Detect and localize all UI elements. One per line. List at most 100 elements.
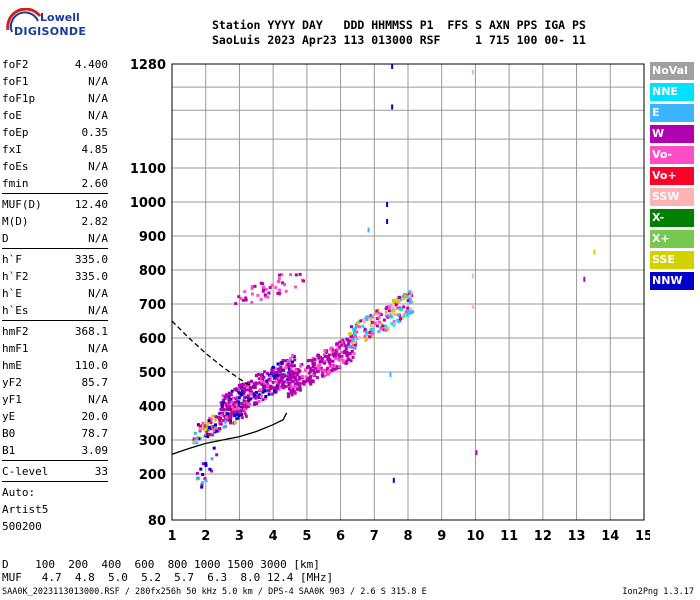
- echo-point: [343, 344, 347, 348]
- echo-point: [387, 309, 391, 313]
- echo-point: [284, 380, 288, 384]
- echo-point: [350, 335, 354, 339]
- echo-point: [403, 312, 406, 316]
- echo-point: [406, 313, 409, 317]
- echo-point: [345, 352, 349, 356]
- echo-point: [214, 427, 218, 431]
- echo-point: [294, 376, 297, 379]
- echo-point: [237, 383, 241, 387]
- legend-item-ssw: SSW: [650, 188, 694, 206]
- y-tick-label: 200: [139, 468, 166, 483]
- param-key: B0: [2, 427, 16, 440]
- echo-point: [253, 383, 257, 387]
- echo-point: [291, 360, 294, 364]
- echo-point: [255, 374, 258, 378]
- echo-point: [370, 315, 374, 319]
- echo-point: [288, 367, 291, 371]
- echo-point: [377, 311, 381, 315]
- echo-point: [287, 364, 291, 368]
- echo-point: [276, 291, 280, 295]
- echo-point: [391, 313, 395, 316]
- echo-point: [406, 299, 410, 303]
- echo-point: [227, 413, 231, 416]
- echo-point: [219, 413, 223, 417]
- echo-point: [391, 104, 394, 110]
- echo-point: [338, 355, 342, 359]
- echo-point: [409, 307, 413, 311]
- echo-point: [313, 358, 317, 362]
- autoscale-line: 500200: [2, 520, 42, 533]
- echo-point: [311, 364, 315, 367]
- echo-point: [218, 412, 222, 416]
- param-row-b0: B0 78.7: [2, 425, 108, 442]
- echo-point: [268, 379, 272, 383]
- echo-point: [242, 401, 246, 405]
- echo-point: [222, 419, 226, 422]
- echo-point: [276, 382, 280, 386]
- echo-point: [240, 416, 244, 420]
- x-tick-label: 15: [635, 529, 650, 544]
- echo-point: [210, 457, 214, 461]
- echo-point: [262, 375, 266, 379]
- echo-point: [227, 400, 231, 404]
- echo-point: [347, 352, 351, 356]
- echo-point: [281, 382, 284, 386]
- echo-point: [361, 324, 365, 328]
- echo-point: [261, 390, 265, 394]
- param-value: N/A: [88, 393, 108, 406]
- echo-point: [397, 300, 401, 304]
- param-value: N/A: [88, 92, 108, 105]
- echo-point: [252, 386, 256, 389]
- clevel-row: C-level 33: [2, 463, 108, 480]
- y-tick-label: 500: [139, 366, 166, 381]
- echo-point: [201, 421, 205, 425]
- echo-point: [226, 412, 229, 416]
- echo-point: [208, 467, 212, 471]
- echo-point: [227, 417, 231, 421]
- param-value: 2.82: [81, 215, 109, 228]
- echo-point: [379, 327, 383, 331]
- echo-point: [229, 421, 232, 425]
- echo-point: [232, 407, 236, 411]
- echo-point: [389, 372, 392, 377]
- echo-point: [393, 301, 397, 305]
- echo-point: [224, 393, 228, 397]
- echo-point: [213, 418, 217, 422]
- echo-point: [222, 408, 226, 412]
- param-key: foE: [2, 109, 22, 122]
- echo-point: [275, 376, 279, 380]
- echo-point: [384, 324, 388, 328]
- echo-point: [372, 316, 376, 319]
- echo-point: [395, 306, 399, 310]
- echo-point: [323, 352, 327, 356]
- param-key: foF2: [2, 58, 29, 71]
- echo-point: [220, 403, 224, 407]
- x-tick-label: 14: [601, 529, 619, 544]
- echo-point: [315, 370, 319, 373]
- echo-point: [279, 363, 283, 367]
- echo-point: [224, 410, 228, 414]
- echo-point: [349, 344, 353, 348]
- echo-point: [405, 312, 408, 316]
- echo-point: [278, 377, 281, 381]
- echo-point: [195, 477, 199, 481]
- echo-point: [363, 320, 366, 324]
- echo-point: [408, 297, 412, 301]
- echo-point: [233, 401, 237, 404]
- echo-point: [229, 400, 233, 404]
- echo-point: [228, 394, 232, 397]
- echo-point: [377, 330, 381, 334]
- echo-point: [331, 367, 335, 371]
- echo-point: [293, 391, 297, 395]
- echo-point: [323, 361, 326, 365]
- param-key: foF1: [2, 75, 29, 88]
- echo-point: [235, 407, 238, 410]
- echo-point: [259, 281, 263, 285]
- legend-item-sse: SSE: [650, 251, 694, 269]
- echo-point: [298, 382, 302, 386]
- legend-item-nnw: NNW: [650, 272, 694, 290]
- param-row-fmin: fmin 2.60: [2, 175, 108, 192]
- echo-point: [354, 326, 358, 330]
- echo-point: [258, 388, 262, 392]
- echo-point: [277, 385, 281, 389]
